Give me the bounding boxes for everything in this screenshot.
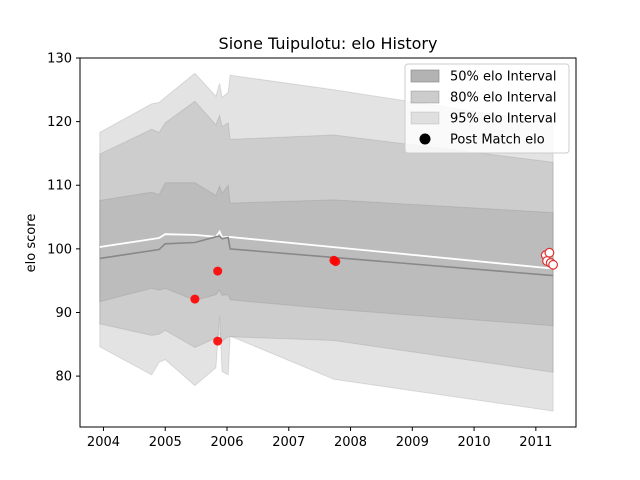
x-tick-label: 2009	[396, 435, 429, 450]
series-line-1	[99, 235, 554, 277]
legend-swatch-1	[410, 69, 440, 83]
legend-marker	[419, 133, 431, 145]
legend-label: 50% elo Interval	[450, 70, 557, 85]
post-match-point	[213, 266, 223, 276]
legend-label: 95% elo Interval	[450, 112, 557, 127]
band-80	[99, 100, 554, 373]
post-match-point	[331, 257, 341, 267]
x-tick-label: 2008	[334, 435, 367, 450]
chart-title: Sione Tuipulotu: elo History	[219, 34, 438, 53]
y-axis: 80 90 100 110 120 130	[47, 52, 80, 385]
legend-label: 80% elo Interval	[450, 91, 557, 106]
plot-frame	[79, 57, 577, 428]
band-50	[99, 182, 554, 327]
legend-box	[404, 63, 570, 154]
y-tick-label: 110	[47, 179, 72, 194]
post-match-point	[544, 247, 555, 258]
legend-swatch-2	[410, 90, 440, 104]
x-tick-label: 2010	[458, 435, 491, 450]
y-tick-label: 90	[55, 306, 72, 321]
y-tick-label: 120	[47, 115, 72, 130]
y-axis-label: elo score	[24, 214, 39, 273]
legend-label: Post Match elo	[450, 133, 545, 148]
x-tick-label: 2006	[210, 435, 243, 450]
x-tick-label: 2007	[272, 435, 305, 450]
post-match-point	[190, 294, 200, 304]
post-match-point	[213, 336, 223, 346]
post-match-point	[548, 259, 558, 270]
legend-swatch-3	[410, 111, 440, 125]
x-axis: 2004 2005 2006 2007 2008 2009 2010 2011	[87, 427, 552, 450]
x-tick-label: 2004	[87, 435, 120, 450]
y-tick-label: 130	[47, 52, 72, 67]
legend: 50% elo Interval 80% elo Interval 95% elo …	[404, 63, 570, 154]
x-tick-label: 2005	[149, 435, 182, 450]
y-tick-label: 100	[47, 242, 72, 257]
band-95	[99, 72, 554, 412]
plot-area	[99, 72, 558, 412]
x-tick-label: 2011	[519, 435, 552, 450]
y-tick-label: 80	[55, 370, 72, 385]
